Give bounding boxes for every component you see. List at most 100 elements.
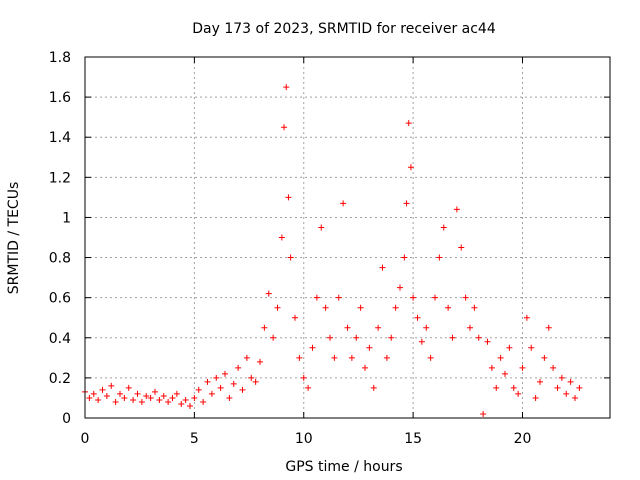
data-point (191, 394, 198, 401)
data-point (418, 338, 425, 345)
data-point (480, 410, 487, 417)
data-point (340, 200, 347, 207)
data-point (112, 398, 119, 405)
data-point (414, 314, 421, 321)
data-point (103, 392, 110, 399)
data-point (567, 378, 574, 385)
data-point (252, 378, 259, 385)
data-point (243, 354, 250, 361)
data-point (537, 378, 543, 385)
data-point (322, 304, 329, 311)
data-point (248, 374, 255, 381)
data-point (327, 334, 333, 341)
data-point (292, 314, 298, 321)
data-point (125, 384, 132, 391)
y-tick-label: 1.4 (49, 130, 71, 146)
data-point (432, 294, 438, 301)
data-point (572, 394, 578, 401)
data-point (392, 304, 399, 311)
data-point (138, 398, 145, 405)
data-point (497, 354, 504, 361)
data-point (178, 400, 185, 407)
data-point (134, 390, 141, 397)
data-point (160, 392, 167, 399)
data-point (453, 206, 460, 213)
data-point (427, 354, 434, 361)
x-tick-label: 10 (295, 431, 313, 447)
data-point (309, 344, 316, 351)
data-point (576, 384, 583, 391)
x-tick-label: 20 (514, 431, 532, 447)
data-point (410, 294, 417, 301)
data-point (370, 384, 377, 391)
data-point (147, 394, 154, 401)
grid-lines (85, 57, 610, 418)
data-point (300, 374, 307, 381)
data-point (331, 354, 338, 361)
x-tick-label: 15 (404, 431, 422, 447)
data-point (265, 290, 272, 297)
data-point (274, 304, 281, 311)
data-point (388, 334, 395, 341)
data-point (270, 334, 277, 341)
data-point (239, 386, 246, 393)
data-point (440, 224, 447, 231)
data-point (357, 304, 364, 311)
data-point (375, 324, 382, 331)
x-tick-label: 0 (81, 431, 90, 447)
data-point (187, 402, 193, 409)
data-point (208, 390, 215, 397)
data-point (541, 354, 548, 361)
data-point (436, 254, 443, 261)
data-point (230, 380, 237, 387)
data-point (366, 344, 373, 351)
data-point (445, 304, 452, 311)
data-point (401, 254, 408, 261)
axes: 0 0.2 0.4 0.6 0.8 1 1.2 1.4 1.6 1.8 0 5 10 15 20 (49, 50, 610, 447)
data-point (383, 354, 390, 361)
data-point (200, 398, 207, 405)
data-point (285, 194, 292, 201)
data-point (519, 364, 526, 371)
data-point (287, 254, 294, 261)
data-point (305, 384, 312, 391)
data-point (462, 294, 469, 301)
data-point (217, 384, 224, 391)
data-point (532, 394, 539, 401)
data-point (235, 364, 242, 371)
data-point (156, 396, 163, 403)
data-point (86, 394, 93, 401)
data-point (204, 378, 211, 385)
x-tick-label: 5 (190, 431, 199, 447)
data-point (502, 370, 508, 377)
data-point (506, 344, 513, 351)
y-tick-label: 0.4 (49, 331, 71, 347)
data-point (554, 384, 561, 391)
data-point (405, 120, 412, 127)
y-tick-label: 1.8 (49, 50, 71, 66)
y-axis-label: SRMTID / TECUs (6, 182, 22, 295)
data-point (488, 364, 495, 371)
data-point (510, 384, 517, 391)
data-point (261, 324, 268, 331)
data-point (407, 164, 414, 171)
data-point (344, 324, 351, 331)
y-tick-label: 0.2 (49, 371, 71, 387)
y-tick-label: 1.6 (49, 90, 71, 106)
data-point (278, 234, 285, 241)
y-tick-label: 1 (62, 210, 71, 226)
y-tick-label: 0.6 (49, 291, 71, 307)
data-point (130, 396, 137, 403)
data-point (169, 394, 176, 401)
data-point (182, 396, 189, 403)
data-point (117, 390, 123, 397)
data-point (403, 200, 410, 207)
data-point (550, 364, 557, 371)
data-point (222, 370, 228, 377)
y-tick-label: 0.8 (49, 251, 71, 267)
data-point (563, 390, 570, 397)
data-point (121, 394, 128, 401)
data-point (165, 398, 172, 405)
data-point (467, 324, 473, 331)
data-point (484, 338, 491, 345)
